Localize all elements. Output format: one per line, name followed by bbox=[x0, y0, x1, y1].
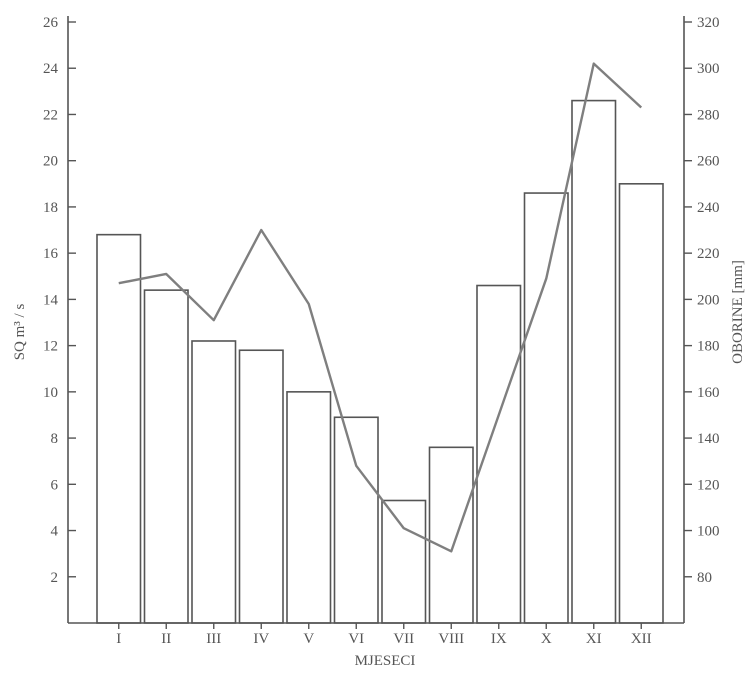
x-tick-label: V bbox=[303, 631, 314, 647]
y-right-tick-label: 300 bbox=[697, 61, 720, 77]
bar-VI bbox=[333, 416, 379, 624]
x-axis-title: MJESECI bbox=[355, 653, 416, 669]
y-right-tick-label: 120 bbox=[697, 477, 720, 493]
bar-II bbox=[143, 289, 189, 624]
y-right-tick-label: 160 bbox=[697, 385, 720, 401]
x-tick-label: VI bbox=[348, 631, 364, 647]
y-left-tick-label: 10 bbox=[43, 385, 58, 401]
y-left-tick-label: 12 bbox=[43, 339, 58, 355]
y-right-tick-label: 220 bbox=[697, 246, 720, 262]
bars-layer bbox=[96, 99, 664, 624]
y-left-axis-title: SQ m³ / s bbox=[12, 304, 28, 361]
bar-I bbox=[96, 233, 142, 624]
bar-V bbox=[286, 391, 332, 624]
y-right-tick-label: 80 bbox=[697, 570, 712, 586]
y-right-tick-label: 320 bbox=[697, 15, 720, 31]
bar-IX bbox=[476, 284, 522, 624]
x-tick-label: IV bbox=[253, 631, 269, 647]
y-left-tick-label: 18 bbox=[43, 200, 58, 216]
y-right-tick-label: 240 bbox=[697, 200, 720, 216]
line-layer bbox=[118, 62, 643, 553]
ticks-layer: 2468101214161820222426801001201401601802… bbox=[43, 15, 720, 647]
y-right-tick-label: 280 bbox=[697, 107, 720, 123]
x-tick-label: XI bbox=[586, 631, 602, 647]
x-tick-label: II bbox=[161, 631, 171, 647]
x-tick-label: VII bbox=[393, 631, 414, 647]
x-tick-label: III bbox=[206, 631, 221, 647]
x-tick-label: IX bbox=[491, 631, 507, 647]
bar-XII bbox=[618, 183, 664, 624]
x-tick-label: X bbox=[541, 631, 552, 647]
bar-IV bbox=[238, 349, 284, 624]
y-right-tick-label: 180 bbox=[697, 339, 720, 355]
x-tick-label: VIII bbox=[438, 631, 464, 647]
y-right-tick-label: 200 bbox=[697, 292, 720, 308]
x-tick-label: XII bbox=[631, 631, 652, 647]
y-left-tick-label: 6 bbox=[51, 477, 59, 493]
axes-layer bbox=[67, 16, 685, 624]
y-right-tick-label: 260 bbox=[697, 154, 720, 170]
bar-III bbox=[191, 340, 237, 624]
y-left-tick-label: 8 bbox=[51, 431, 59, 447]
bar-XI bbox=[571, 99, 617, 624]
y-left-tick-label: 26 bbox=[43, 15, 59, 31]
precipitation-line bbox=[118, 62, 643, 553]
y-left-tick-label: 2 bbox=[51, 570, 59, 586]
y-left-tick-label: 22 bbox=[43, 107, 58, 123]
y-left-tick-label: 14 bbox=[43, 292, 59, 308]
y-left-tick-label: 24 bbox=[43, 61, 59, 77]
y-left-tick-label: 4 bbox=[51, 524, 59, 540]
bar-VIII bbox=[428, 446, 474, 624]
bar-VII bbox=[381, 499, 427, 624]
y-left-tick-label: 16 bbox=[43, 246, 59, 262]
y-right-tick-label: 100 bbox=[697, 524, 720, 540]
y-right-tick-label: 140 bbox=[697, 431, 720, 447]
y-right-axis-title: OBORINE [mm] bbox=[730, 260, 746, 364]
x-tick-label: I bbox=[116, 631, 121, 647]
y-left-tick-label: 20 bbox=[43, 154, 58, 170]
bar-X bbox=[523, 192, 569, 624]
